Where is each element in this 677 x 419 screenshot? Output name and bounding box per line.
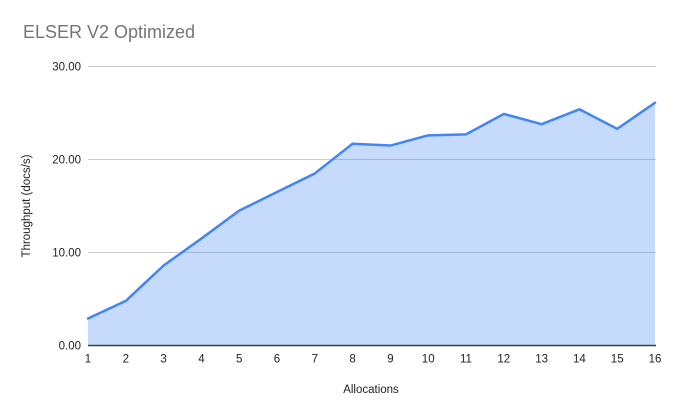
x-tick-label: 1 — [85, 354, 91, 366]
data-line — [86, 101, 657, 320]
x-tick-label: 16 — [649, 354, 662, 366]
x-tick-label: 15 — [611, 354, 624, 366]
y-tick-label: 20.00 — [52, 155, 81, 167]
x-tick-label: 7 — [312, 354, 318, 366]
chart-title: ELSER V2 Optimized — [23, 22, 196, 42]
x-tick-label: 2 — [123, 354, 129, 366]
area-fill — [88, 102, 655, 346]
y-tick-label: 0.00 — [59, 341, 81, 353]
y-tick-label: 30.00 — [52, 62, 81, 74]
x-tick-label: 12 — [497, 354, 510, 366]
x-tick-label: 14 — [573, 354, 586, 366]
x-tick-label: 6 — [274, 354, 280, 366]
x-tick-label: 10 — [422, 354, 435, 366]
x-tick-label: 4 — [198, 354, 205, 366]
x-tick-label: 13 — [535, 354, 548, 366]
x-tick-label: 9 — [387, 354, 393, 366]
y-tick-label: 10.00 — [52, 248, 81, 260]
x-tick-label: 5 — [236, 354, 242, 366]
x-axis-title: Allocations — [343, 384, 399, 396]
x-tick-label: 11 — [460, 354, 472, 366]
x-tick-label: 8 — [349, 354, 355, 366]
x-tick-label: 3 — [160, 354, 166, 366]
